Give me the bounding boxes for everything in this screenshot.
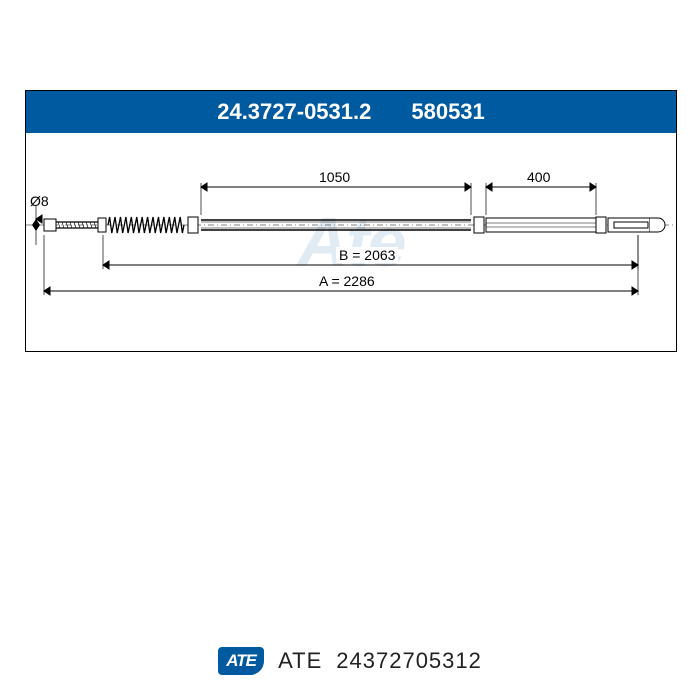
part-code: 580531 bbox=[411, 99, 484, 125]
title-bar: 24.3727-0531.2 580531 bbox=[26, 91, 676, 133]
drawing-area: Ate Ø8 1050 400 B = 2063 A = 2286 bbox=[26, 133, 676, 351]
caption-code: 24372705312 bbox=[336, 648, 482, 674]
part-ref: 24.3727-0531.2 bbox=[217, 99, 371, 125]
dim-a-label: A = 2286 bbox=[316, 273, 378, 289]
dim-seg1-label: 1050 bbox=[316, 169, 353, 185]
diameter-label: Ø8 bbox=[30, 193, 49, 209]
caption-brand: ATE bbox=[278, 648, 322, 674]
ate-logo-icon: ATE bbox=[218, 647, 264, 675]
caption-row: ATE ATE 24372705312 bbox=[0, 647, 700, 675]
cable-drawing bbox=[26, 133, 676, 351]
dim-seg2-label: 400 bbox=[524, 169, 553, 185]
diagram-frame: 24.3727-0531.2 580531 Ate Ø8 1050 400 B … bbox=[25, 90, 677, 352]
dim-b-label: B = 2063 bbox=[336, 247, 398, 263]
